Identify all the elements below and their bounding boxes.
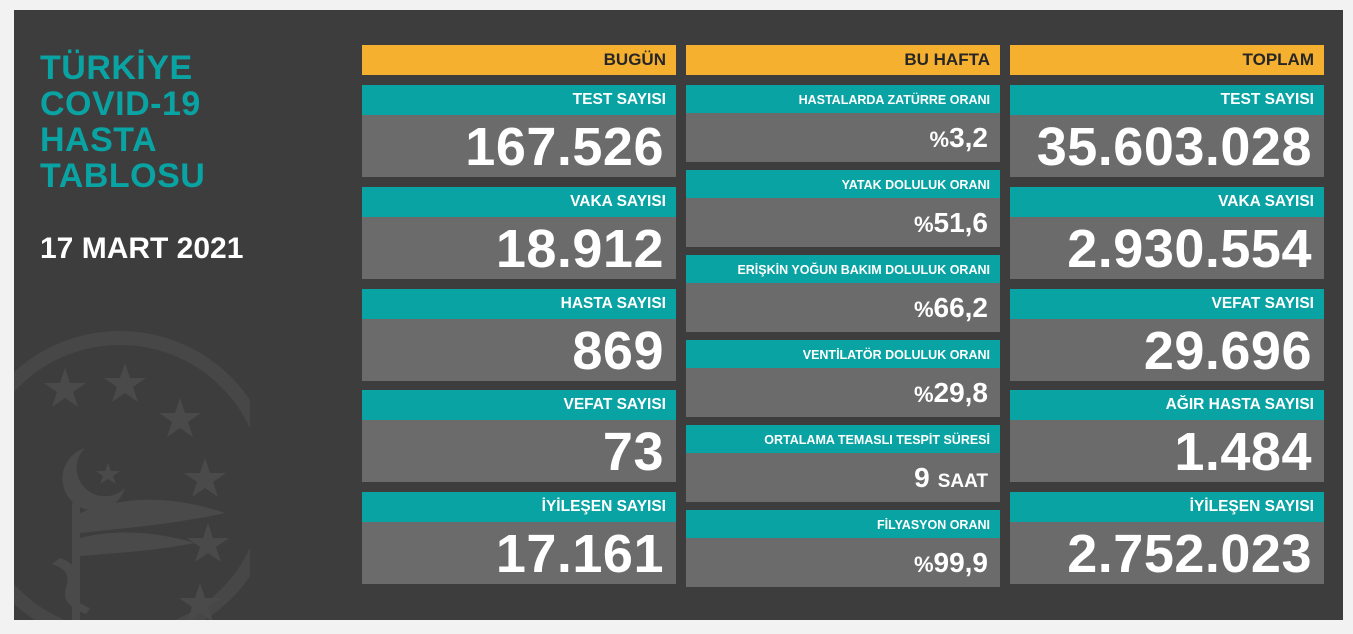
today-column: BUGÜN TEST SAYISI 167.526 VAKA SAYISI 18…: [362, 45, 676, 605]
value-number: 51,6: [933, 207, 989, 238]
card-value: %99,9: [686, 538, 1000, 587]
value-number: 66,2: [933, 292, 989, 323]
percent-sign: %: [913, 382, 934, 407]
percent-sign: %: [929, 127, 950, 152]
card-label: FİLYASYON ORANI: [686, 510, 1000, 538]
week-column: BU HAFTA HASTALARDA ZATÜRRE ORANI %3,2 Y…: [686, 45, 1000, 605]
percent-sign: %: [913, 212, 934, 237]
value-number: 9: [914, 462, 930, 493]
card-label: ORTALAMA TEMASLI TESPİT SÜRESİ: [686, 425, 1000, 453]
card-label: ERİŞKİN YOĞUN BAKIM DOLULUK ORANI: [686, 255, 1000, 283]
report-date: 17 MART 2021: [40, 232, 244, 265]
total-card-deaths: VEFAT SAYISI 29.696: [1010, 289, 1324, 381]
card-value: 2.930.554: [1010, 217, 1324, 279]
card-value: 73: [362, 420, 676, 482]
card-label: TEST SAYISI: [1010, 85, 1324, 115]
total-column: TOPLAM TEST SAYISI 35.603.028 VAKA SAYIS…: [1010, 45, 1324, 605]
week-card-filiation: FİLYASYON ORANI %99,9: [686, 510, 1000, 587]
week-header: BU HAFTA: [686, 45, 1000, 75]
total-card-cases: VAKA SAYISI 2.930.554: [1010, 187, 1324, 279]
card-label: HASTA SAYISI: [362, 289, 676, 319]
percent-sign: %: [913, 552, 934, 577]
title-line: TÜRKİYE: [40, 49, 193, 87]
total-card-test: TEST SAYISI 35.603.028: [1010, 85, 1324, 177]
card-label: VAKA SAYISI: [1010, 187, 1324, 217]
week-card-pneumonia: HASTALARDA ZATÜRRE ORANI %3,2: [686, 85, 1000, 162]
card-value: 2.752.023: [1010, 522, 1324, 584]
today-card-deaths: VEFAT SAYISI 73: [362, 390, 676, 482]
week-card-icu-occupancy: ERİŞKİN YOĞUN BAKIM DOLULUK ORANI %66,2: [686, 255, 1000, 332]
total-card-recovered: İYİLEŞEN SAYISI 2.752.023: [1010, 492, 1324, 584]
card-label: YATAK DOLULUK ORANI: [686, 170, 1000, 198]
card-value: 29.696: [1010, 319, 1324, 381]
value-number: 99,9: [933, 547, 989, 578]
card-value: 869: [362, 319, 676, 381]
card-value: 167.526: [362, 115, 676, 177]
card-label: VEFAT SAYISI: [362, 390, 676, 420]
today-card-patients: HASTA SAYISI 869: [362, 289, 676, 381]
covid-table-panel: TÜRKİYE COVID-19 HASTA TABLOSU 17 MART 2…: [14, 10, 1343, 620]
today-card-cases: VAKA SAYISI 18.912: [362, 187, 676, 279]
card-value: 35.603.028: [1010, 115, 1324, 177]
week-card-bed-occupancy: YATAK DOLULUK ORANI %51,6: [686, 170, 1000, 247]
today-card-recovered: İYİLEŞEN SAYISI 17.161: [362, 492, 676, 584]
card-value: %3,2: [686, 113, 1000, 162]
today-header: BUGÜN: [362, 45, 676, 75]
card-value: 17.161: [362, 522, 676, 584]
title-line: HASTA: [40, 121, 158, 159]
card-label: VAKA SAYISI: [362, 187, 676, 217]
card-value: 1.484: [1010, 420, 1324, 482]
today-card-test: TEST SAYISI 167.526: [362, 85, 676, 177]
card-label: VEFAT SAYISI: [1010, 289, 1324, 319]
title-line: TABLOSU: [40, 157, 206, 195]
total-header: TOPLAM: [1010, 45, 1324, 75]
percent-sign: %: [913, 297, 934, 322]
card-label: İYİLEŞEN SAYISI: [1010, 492, 1324, 522]
card-label: İYİLEŞEN SAYISI: [362, 492, 676, 522]
value-number: 29,8: [933, 377, 989, 408]
card-label: AĞIR HASTA SAYISI: [1010, 390, 1324, 420]
card-label: TEST SAYISI: [362, 85, 676, 115]
page-title: TÜRKİYE COVID-19 HASTA TABLOSU: [40, 50, 360, 194]
week-card-ventilator-occupancy: VENTİLATÖR DOLULUK ORANI %29,8: [686, 340, 1000, 417]
card-value: %51,6: [686, 198, 1000, 247]
card-value: %66,2: [686, 283, 1000, 332]
card-value: %29,8: [686, 368, 1000, 417]
total-card-critical: AĞIR HASTA SAYISI 1.484: [1010, 390, 1324, 482]
value-number: 3,2: [949, 122, 988, 153]
week-card-contact-tracing: ORTALAMA TEMASLI TESPİT SÜRESİ 9 SAAT: [686, 425, 1000, 502]
emblem-icon: [14, 331, 250, 620]
card-value: 9 SAAT: [686, 453, 1000, 502]
value-unit: SAAT: [937, 471, 988, 492]
card-label: VENTİLATÖR DOLULUK ORANI: [686, 340, 1000, 368]
card-value: 18.912: [362, 217, 676, 279]
card-label: HASTALARDA ZATÜRRE ORANI: [686, 85, 1000, 113]
title-line: COVID-19: [40, 85, 201, 123]
